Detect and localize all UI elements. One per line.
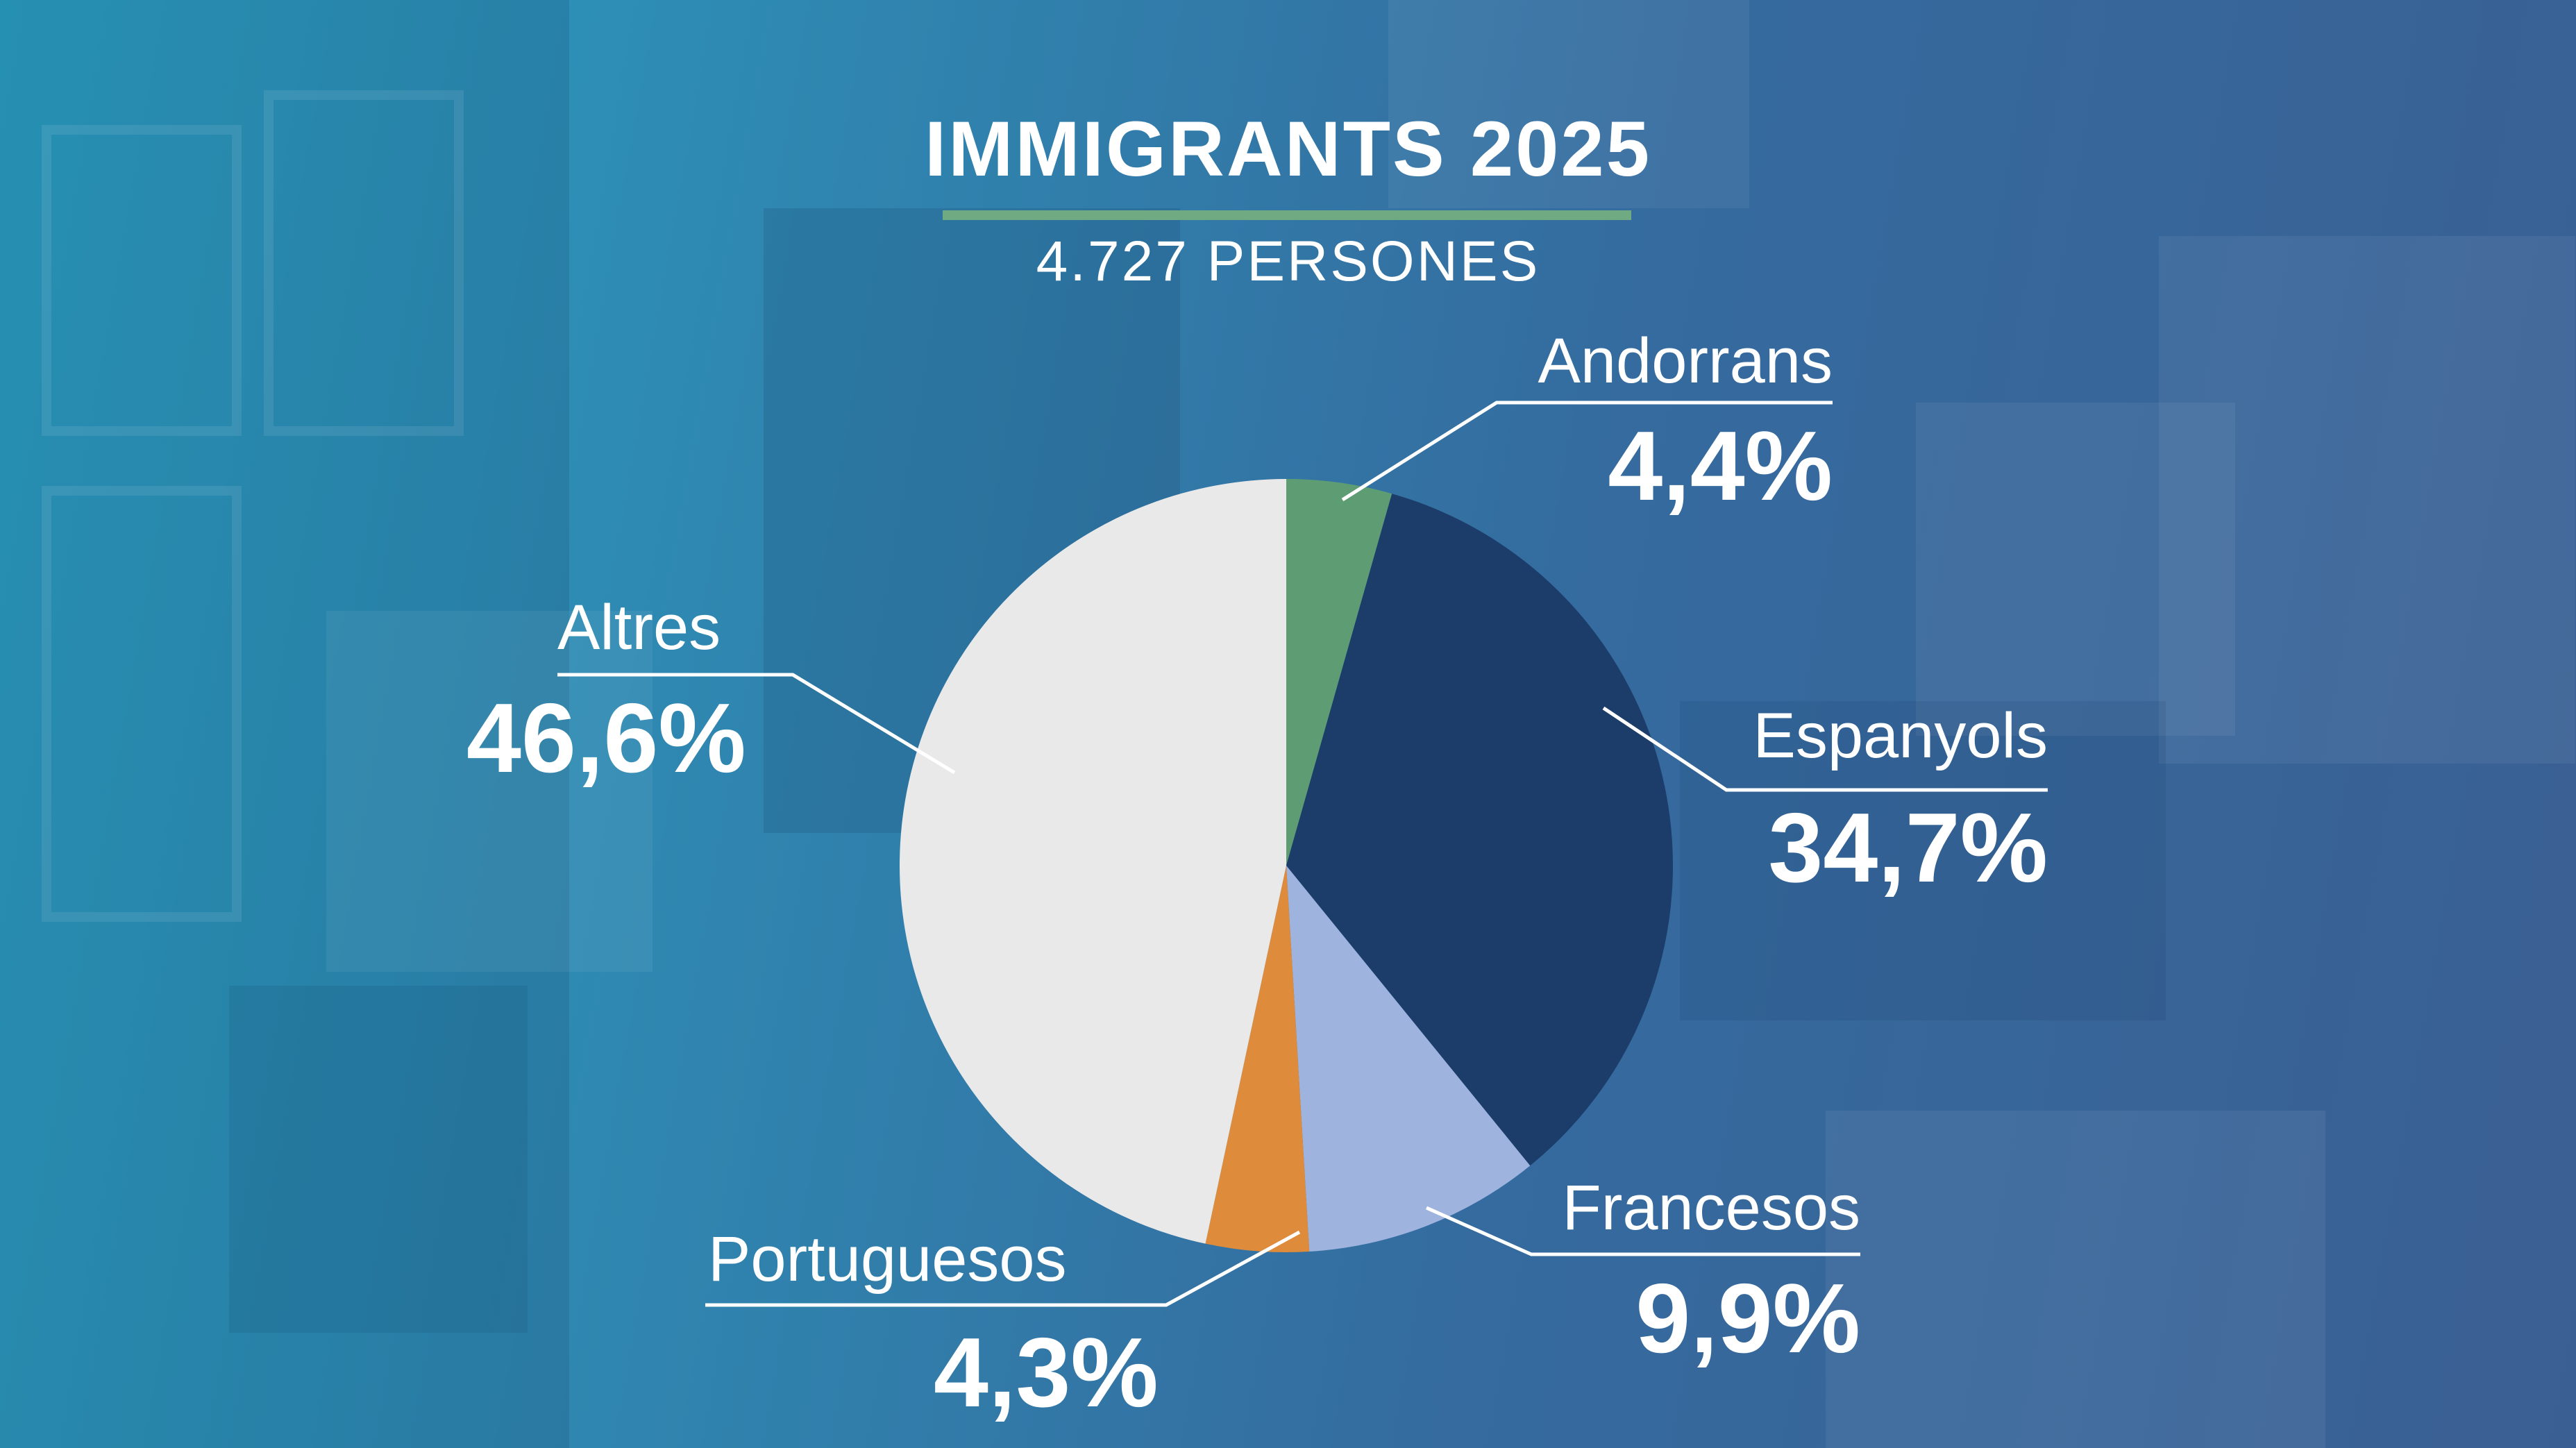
background-tile (229, 986, 528, 1333)
label-andorrans-name: Andorrans (1538, 326, 1833, 396)
label-altres-name: Altres (557, 592, 721, 663)
background-window (42, 486, 242, 922)
background-tile (1826, 1111, 2325, 1448)
background-tile (1916, 403, 2235, 736)
pie-slice-andorrans (1286, 479, 1392, 866)
leader-line-altres (557, 673, 956, 775)
leader-line-francesos (1425, 1206, 1860, 1256)
leader-line-espanyols (1602, 706, 2048, 792)
leader-line-portuguesos (705, 1230, 1301, 1307)
background-tile (1388, 0, 1749, 208)
background-tile (326, 611, 653, 972)
label-francesos-name: Francesos (1562, 1172, 1861, 1243)
chart-subtitle: 4.727 PERSONES (1036, 230, 1540, 293)
label-portuguesos-value: 4,3% (934, 1317, 1159, 1428)
background-tile (2159, 236, 2575, 764)
title-underline (943, 210, 1631, 220)
background-window (42, 125, 242, 436)
leader-line-andorrans (1341, 401, 1833, 502)
label-portuguesos-name: Portuguesos (708, 1224, 1067, 1295)
pie-slice-altres (900, 479, 1286, 1244)
background-tile (1680, 701, 2166, 1020)
pie-slice-espanyols (1286, 494, 1673, 1166)
pie-slice-portuguesos (1205, 866, 1310, 1253)
label-espanyols-name: Espanyols (1753, 700, 2048, 771)
pie-slices (900, 479, 1673, 1253)
label-altres-value: 46,6% (466, 683, 746, 793)
label-espanyols-value: 34,7% (1768, 793, 2048, 903)
leader-lines (557, 401, 2048, 1307)
background-window (264, 90, 464, 436)
label-andorrans-value: 4,4% (1608, 411, 1833, 521)
background-building (0, 0, 569, 1448)
label-francesos-value: 9,9% (1635, 1263, 1860, 1374)
chart-title: IMMIGRANTS 2025 (925, 106, 1651, 192)
pie-slice-francesos (1286, 866, 1531, 1252)
